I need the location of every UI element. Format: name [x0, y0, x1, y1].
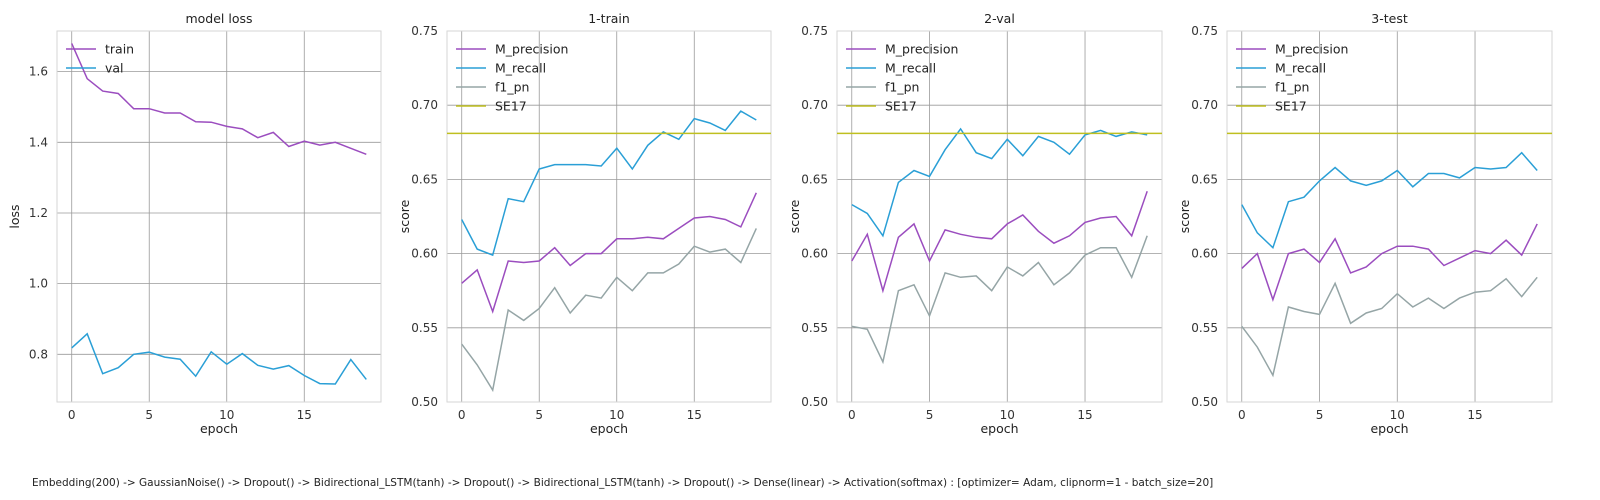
- series-line-m-precision: [1241, 223, 1538, 302]
- y-tick-label: 0.60: [411, 247, 438, 261]
- series-line-f1-pn: [851, 235, 1148, 365]
- chart-panel-2: 0.50 0.55 0.60 0.65 0.70 0.75 0 5 10 15 2-val epoch…: [787, 11, 1163, 436]
- chart-panel-0: 0.8 1.0 1.2 1.4 1.6 0 5 10 15 model loss epoch loss…: [7, 11, 382, 436]
- x-tick-label: 10: [1000, 408, 1015, 422]
- chart-title: 1-train: [588, 11, 630, 26]
- x-tick-label: 15: [687, 408, 702, 422]
- x-axis-label: epoch: [200, 421, 238, 436]
- x-tick-label: 15: [297, 408, 312, 422]
- y-tick-label: 0.70: [801, 98, 828, 112]
- series-line-f1-pn: [1241, 276, 1538, 378]
- series-line-train: [71, 43, 367, 155]
- plot-frame: [446, 30, 772, 403]
- y-tick-label: 0.55: [1191, 321, 1218, 335]
- x-tick-label: 15: [1467, 408, 1482, 422]
- y-tick-label: 1.0: [29, 277, 48, 291]
- x-tick-label: 10: [609, 408, 624, 422]
- legend-label: val: [105, 61, 124, 76]
- y-tick-label: 0.50: [801, 395, 828, 409]
- y-tick-label: 0.8: [29, 347, 48, 361]
- x-tick-label: 5: [535, 408, 543, 422]
- series-line-f1-pn: [461, 228, 757, 393]
- y-axis-label: score: [397, 199, 412, 233]
- series-line-val: [71, 332, 367, 385]
- legend-label: M_precision: [495, 42, 568, 57]
- x-tick-label: 0: [458, 408, 466, 422]
- chart-title: 2-val: [984, 11, 1015, 26]
- series-line-m-precision: [461, 192, 757, 314]
- legend-label: SE17: [885, 99, 917, 114]
- y-tick-label: 1.4: [29, 135, 48, 149]
- y-tick-label: 0.55: [411, 321, 438, 335]
- y-tick-label: 0.70: [1191, 98, 1218, 112]
- y-tick-label: 0.65: [1191, 172, 1218, 186]
- chart-title: model loss: [185, 11, 252, 26]
- x-axis-label: epoch: [590, 421, 628, 436]
- y-tick-label: 0.75: [801, 24, 828, 38]
- y-tick-label: 0.75: [1191, 24, 1218, 38]
- y-tick-label: 0.65: [411, 172, 438, 186]
- series-line-m-recall: [461, 110, 757, 257]
- model-caption: Embedding(200) -> GaussianNoise() -> Dro…: [32, 477, 1214, 489]
- y-axis-label: score: [1177, 199, 1192, 233]
- x-axis-label: epoch: [980, 421, 1018, 436]
- legend-label: SE17: [1275, 99, 1307, 114]
- x-tick-label: 5: [926, 408, 934, 422]
- chart-panel-1: 0.50 0.55 0.60 0.65 0.70 0.75 0 5 10 15 1-train epo…: [397, 11, 772, 436]
- y-tick-label: 0.55: [801, 321, 828, 335]
- legend-label: M_precision: [1275, 42, 1348, 57]
- plot-frame: [1226, 30, 1553, 403]
- legend-label: f1_pn: [885, 80, 919, 95]
- series-line-m-recall: [1241, 151, 1538, 250]
- y-tick-label: 1.2: [29, 206, 48, 220]
- x-tick-label: 10: [219, 408, 234, 422]
- x-tick-label: 15: [1077, 408, 1092, 422]
- legend-label: M_recall: [1275, 61, 1326, 76]
- y-tick-label: 0.65: [801, 172, 828, 186]
- plot-frame: [56, 30, 382, 403]
- series-line-m-precision: [851, 191, 1148, 294]
- x-tick-label: 5: [1316, 408, 1324, 422]
- chart-panel-3: 0.50 0.55 0.60 0.65 0.70 0.75 0 5 10 15 3-test epoc…: [1177, 11, 1553, 436]
- x-tick-label: 0: [1238, 408, 1246, 422]
- y-tick-label: 0.60: [1191, 247, 1218, 261]
- y-axis-label: score: [787, 199, 802, 233]
- legend-label: M_recall: [495, 61, 546, 76]
- y-tick-label: 0.50: [411, 395, 438, 409]
- y-tick-label: 0.60: [801, 247, 828, 261]
- legend-label: train: [105, 42, 134, 57]
- series-line-m-recall: [851, 127, 1148, 238]
- y-tick-label: 0.50: [1191, 395, 1218, 409]
- y-tick-label: 0.75: [411, 24, 438, 38]
- chart-title: 3-test: [1371, 11, 1408, 26]
- legend-label: M_precision: [885, 42, 958, 57]
- x-tick-label: 5: [145, 408, 153, 422]
- legend-label: f1_pn: [1275, 80, 1309, 95]
- x-axis-label: epoch: [1370, 421, 1408, 436]
- y-tick-label: 1.6: [29, 65, 48, 79]
- legend-label: SE17: [495, 99, 527, 114]
- x-tick-label: 10: [1390, 408, 1405, 422]
- y-tick-label: 0.70: [411, 98, 438, 112]
- y-axis-label: loss: [7, 204, 22, 228]
- plot-frame: [836, 30, 1163, 403]
- x-tick-label: 0: [68, 408, 76, 422]
- legend-label: f1_pn: [495, 80, 529, 95]
- x-tick-label: 0: [848, 408, 856, 422]
- legend-label: M_recall: [885, 61, 936, 76]
